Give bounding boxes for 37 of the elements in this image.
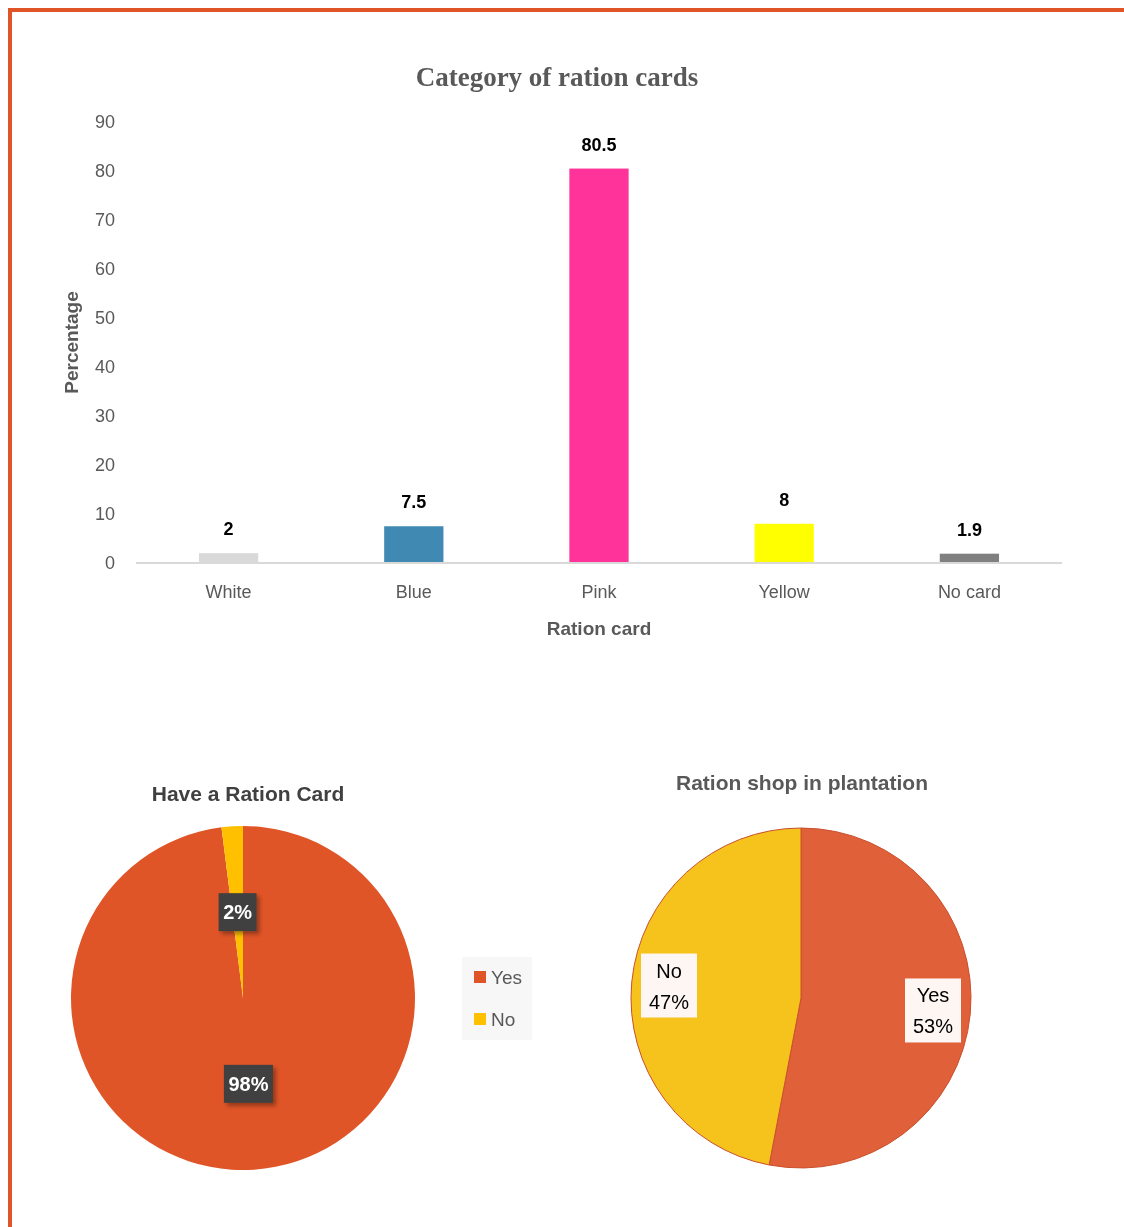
pie-slice (71, 826, 415, 1170)
data-label: 8 (779, 489, 790, 510)
y-tick-label: 40 (94, 357, 115, 377)
y-axis-title: Percentage (60, 291, 82, 394)
x-tick-label: Blue (395, 582, 432, 602)
data-label: 7.5 (401, 492, 427, 513)
y-tick-label: 0 (104, 553, 115, 573)
legend-label: Yes (491, 966, 522, 988)
x-tick-label: Yellow (758, 582, 811, 602)
y-tick-label: 20 (94, 455, 115, 475)
y-tick-label: 30 (94, 406, 115, 426)
bar (569, 168, 629, 563)
legend-label: No (491, 1008, 516, 1030)
y-tick-label: 70 (94, 210, 115, 230)
data-label: 98% (228, 1072, 269, 1095)
x-axis-title: Ration card (546, 617, 652, 639)
data-label: 53% (913, 1015, 954, 1038)
data-label: 1.9 (956, 519, 982, 540)
x-tick-label: White (205, 582, 252, 602)
y-tick-label: 80 (94, 161, 115, 181)
y-tick-label: 90 (94, 112, 115, 132)
y-tick-label: 10 (94, 504, 115, 524)
y-tick-label: 50 (94, 308, 115, 328)
bar (384, 526, 444, 563)
slice-label: No (656, 959, 682, 982)
x-tick-label: Pink (581, 582, 618, 602)
chart-title: Category of ration cards (415, 62, 699, 92)
bar (754, 523, 814, 563)
data-label: 80.5 (581, 134, 617, 155)
y-tick-label: 60 (94, 259, 115, 279)
chart-title: Have a Ration Card (151, 781, 345, 805)
x-tick-label: No card (937, 582, 1001, 602)
data-label: 2% (223, 901, 253, 924)
data-label: 2 (223, 519, 234, 540)
data-label: 47% (648, 990, 690, 1013)
slice-label: Yes (916, 984, 950, 1007)
chart-title: Ration shop in plantation (676, 770, 928, 794)
